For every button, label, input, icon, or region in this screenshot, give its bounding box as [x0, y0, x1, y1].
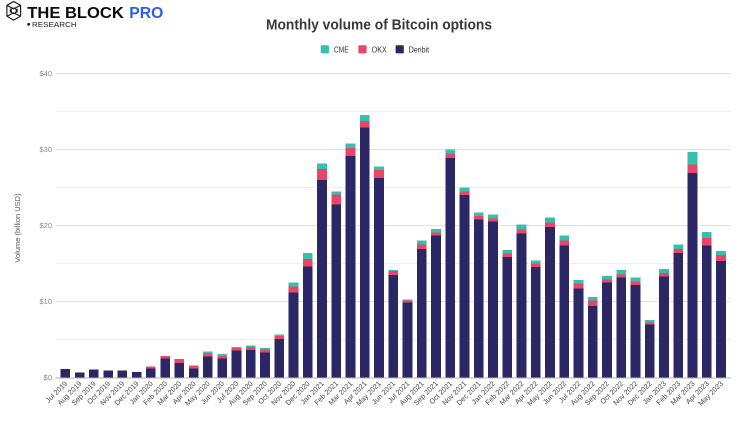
- svg-text:$30: $30: [39, 145, 52, 154]
- svg-text:Monthly volume of Bitcoin opti: Monthly volume of Bitcoin options: [266, 18, 492, 34]
- svg-text:CME: CME: [334, 44, 349, 54]
- svg-text:Deribit: Deribit: [409, 44, 430, 54]
- svg-text:Volume (billion USD): Volume (billion USD): [13, 193, 22, 263]
- svg-text:$0: $0: [44, 373, 52, 382]
- svg-text:PRO: PRO: [129, 5, 163, 22]
- svg-text:RESEARCH: RESEARCH: [32, 20, 77, 29]
- svg-text:$40: $40: [39, 69, 52, 78]
- svg-text:$10: $10: [39, 297, 52, 306]
- svg-text:THE BLOCK: THE BLOCK: [27, 5, 124, 22]
- svg-text:$20: $20: [39, 221, 52, 230]
- svg-text:OKX: OKX: [372, 44, 387, 54]
